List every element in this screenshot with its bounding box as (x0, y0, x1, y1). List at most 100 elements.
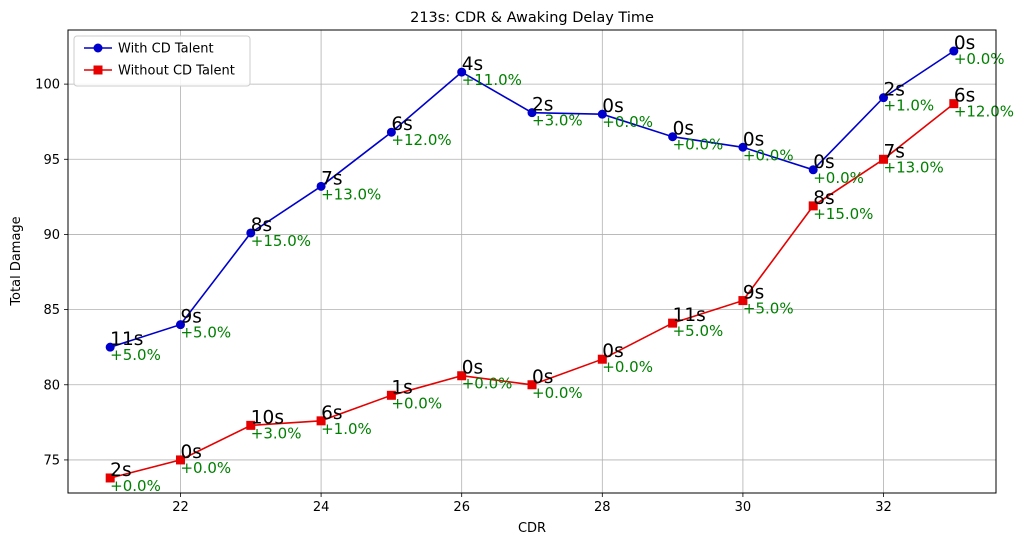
x-axis-label: CDR (518, 521, 546, 536)
delay-label-with-cd-talent: 0s (813, 152, 834, 173)
data-point-without-cd-talent (879, 154, 889, 164)
delay-label-with-cd-talent: 2s (532, 95, 553, 116)
data-point-with-cd-talent (597, 109, 607, 119)
data-point-with-cd-talent (105, 342, 115, 352)
y-tick-label: 85 (43, 303, 60, 318)
data-point-without-cd-talent (808, 201, 818, 211)
chart-title: 213s: CDR & Awaking Delay Time (410, 10, 654, 26)
plot-frame (67, 29, 997, 494)
data-point-without-cd-talent (105, 473, 115, 483)
delay-label-without-cd-talent: 0s (602, 341, 623, 362)
data-point-with-cd-talent (175, 320, 185, 330)
data-point-without-cd-talent (949, 99, 959, 109)
data-point-with-cd-talent (949, 46, 959, 56)
pct-label-without-cd-talent: +5.0% (673, 322, 724, 340)
delay-label-without-cd-talent: 9s (743, 283, 764, 304)
legend-label-with-cd: With CD Talent (118, 42, 214, 57)
data-point-with-cd-talent (386, 127, 396, 137)
data-point-without-cd-talent (386, 390, 396, 400)
pct-label-with-cd-talent: +0.0% (954, 50, 1005, 68)
pct-label-with-cd-talent: +1.0% (884, 97, 935, 115)
legend-marker-without-cd (93, 65, 103, 75)
data-point-without-cd-talent (175, 455, 185, 465)
delay-label-without-cd-talent: 0s (532, 367, 553, 388)
delay-label-without-cd-talent: 7s (884, 141, 905, 162)
pct-label-without-cd-talent: +0.0% (180, 459, 231, 477)
delay-label-with-cd-talent: 0s (954, 33, 975, 54)
pct-label-with-cd-talent: +11.0% (462, 71, 522, 89)
pct-label-with-cd-talent: +0.0% (673, 136, 724, 154)
pct-label-with-cd-talent: +0.0% (743, 146, 794, 164)
label-layer: 11s+5.0%9s+5.0%8s+15.0%7s+13.0%6s+12.0%4… (110, 33, 1014, 495)
pct-label-with-cd-talent: +15.0% (251, 232, 311, 250)
delay-label-without-cd-talent: 11s (673, 305, 706, 326)
data-point-without-cd-talent (668, 318, 678, 328)
delay-label-with-cd-talent: 4s (462, 54, 483, 75)
data-point-without-cd-talent (738, 296, 748, 306)
legend-box (73, 35, 251, 87)
x-tick-label: 26 (453, 500, 470, 515)
delay-label-without-cd-talent: 2s (110, 460, 131, 481)
pct-label-with-cd-talent: +5.0% (180, 324, 231, 342)
x-tick-label: 28 (594, 500, 611, 515)
delay-label-with-cd-talent: 0s (602, 96, 623, 117)
axis-layer: 22 24 26 28 30 32 75 80 85 90 95 100 (35, 78, 892, 515)
pct-label-without-cd-talent: +0.0% (391, 394, 442, 412)
pct-label-without-cd-talent: +13.0% (884, 158, 944, 176)
y-tick-label: 75 (43, 453, 60, 468)
pct-label-without-cd-talent: +12.0% (954, 103, 1014, 121)
pct-label-with-cd-talent: +0.0% (602, 113, 653, 131)
pct-label-with-cd-talent: +5.0% (110, 346, 161, 364)
delay-label-without-cd-talent: 6s (954, 86, 975, 107)
data-point-with-cd-talent (879, 93, 889, 103)
y-tick-label: 80 (43, 378, 60, 393)
legend-marker-with-cd (93, 43, 103, 53)
delay-label-with-cd-talent: 0s (743, 129, 764, 150)
delay-label-with-cd-talent: 8s (251, 215, 272, 236)
x-tick-label: 24 (313, 500, 330, 515)
pct-label-without-cd-talent: +5.0% (743, 300, 794, 318)
delay-label-with-cd-talent: 2s (884, 80, 905, 101)
delay-label-with-cd-talent: 6s (391, 114, 412, 135)
delay-label-with-cd-talent: 11s (110, 329, 143, 350)
data-point-without-cd-talent (246, 420, 256, 430)
pct-label-without-cd-talent: +0.0% (462, 375, 513, 393)
data-point-with-cd-talent (316, 181, 326, 191)
data-point-without-cd-talent (316, 416, 326, 426)
data-point-with-cd-talent (668, 132, 678, 142)
legend: With CD Talent Without CD Talent (73, 35, 251, 87)
pct-label-with-cd-talent: +0.0% (813, 169, 864, 187)
data-point-without-cd-talent (527, 380, 537, 390)
x-tick-label: 30 (735, 500, 752, 515)
delay-label-with-cd-talent: 7s (321, 168, 342, 189)
y-tick-label: 90 (43, 228, 60, 243)
y-tick-label: 100 (35, 78, 60, 93)
pct-label-without-cd-talent: +0.0% (532, 384, 583, 402)
pct-label-without-cd-talent: +0.0% (602, 358, 653, 376)
data-point-without-cd-talent (457, 371, 467, 381)
y-axis-label: Total Damage (9, 216, 24, 306)
pct-label-with-cd-talent: +3.0% (532, 112, 583, 130)
legend-label-without-cd: Without CD Talent (118, 64, 235, 79)
y-tick-label: 95 (43, 153, 60, 168)
data-point-without-cd-talent (597, 354, 607, 364)
data-point-with-cd-talent (246, 228, 256, 238)
delay-label-without-cd-talent: 6s (321, 403, 342, 424)
pct-label-without-cd-talent: +3.0% (251, 424, 302, 442)
delay-label-without-cd-talent: 0s (180, 442, 201, 463)
delay-label-with-cd-talent: 0s (673, 119, 694, 140)
pct-label-with-cd-talent: +12.0% (391, 131, 451, 149)
pct-label-without-cd-talent: +15.0% (813, 205, 873, 223)
x-tick-label: 32 (875, 500, 892, 515)
series-layer (105, 46, 959, 483)
delay-label-with-cd-talent: 9s (180, 307, 201, 328)
data-point-with-cd-talent (527, 108, 537, 118)
data-point-with-cd-talent (457, 67, 467, 77)
pct-label-without-cd-talent: +0.0% (110, 477, 161, 495)
delay-label-without-cd-talent: 8s (813, 188, 834, 209)
delay-label-without-cd-talent: 0s (462, 358, 483, 379)
data-point-with-cd-talent (808, 165, 818, 175)
delay-label-without-cd-talent: 10s (251, 407, 284, 428)
